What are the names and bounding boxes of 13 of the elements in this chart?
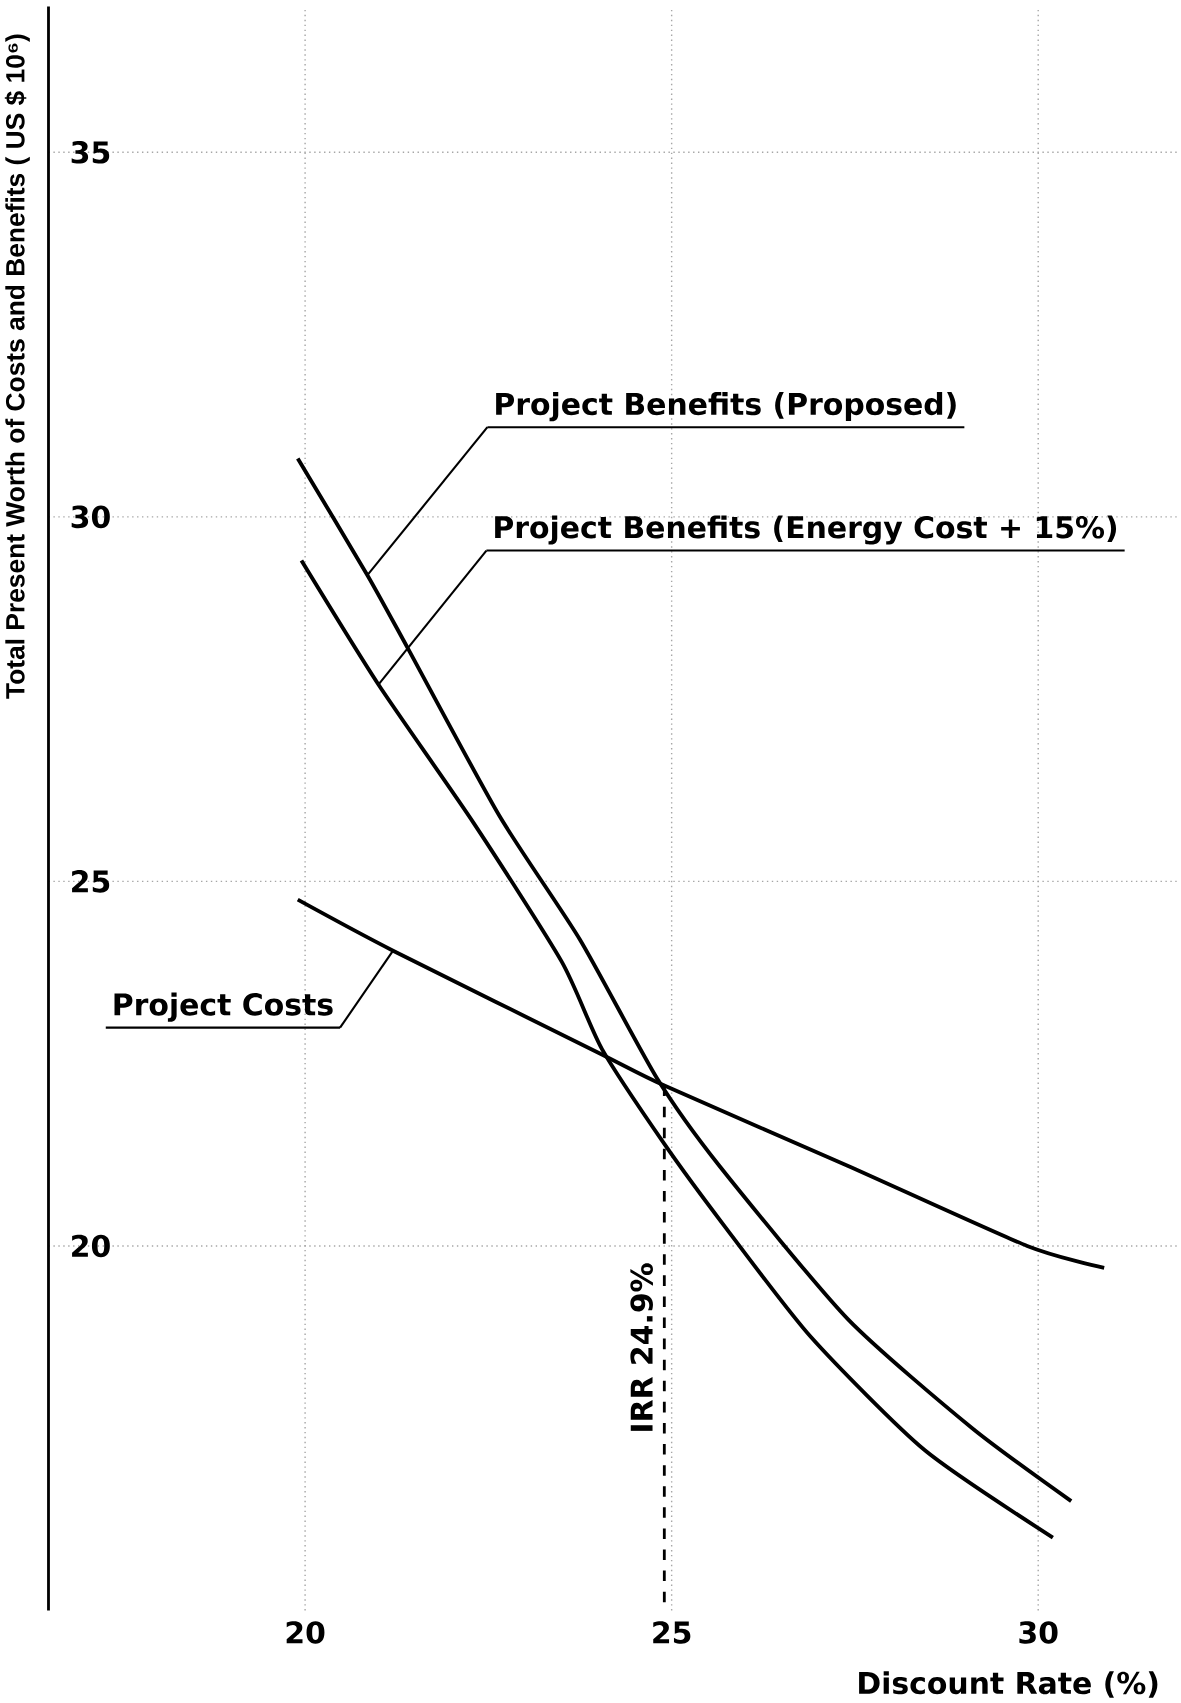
x-axis-title: Discount Rate (%) (859, 1671, 1158, 1698)
y-tick-label: 20 (72, 1234, 110, 1258)
x-tick-label: 20 (286, 1621, 325, 1644)
text: Project Benefits (Energy Cost + 15%) (495, 515, 1117, 545)
y-tick-label: 30 (71, 505, 110, 529)
ref-line-label: IRR 24.9% (630, 1263, 653, 1431)
x-tick-label: 30 (1019, 1621, 1058, 1644)
text: Project Costs (114, 992, 333, 1022)
x-tick-label: 25 (653, 1621, 691, 1644)
y-axis-title: Total Present Worth of Costs and Benefits ( US $ 10⁶) (4, 34, 30, 699)
text: Project Benefits (Proposed) (496, 392, 956, 422)
y-tick-label: 25 (72, 870, 110, 893)
y-tick-label: 35 (71, 141, 110, 164)
